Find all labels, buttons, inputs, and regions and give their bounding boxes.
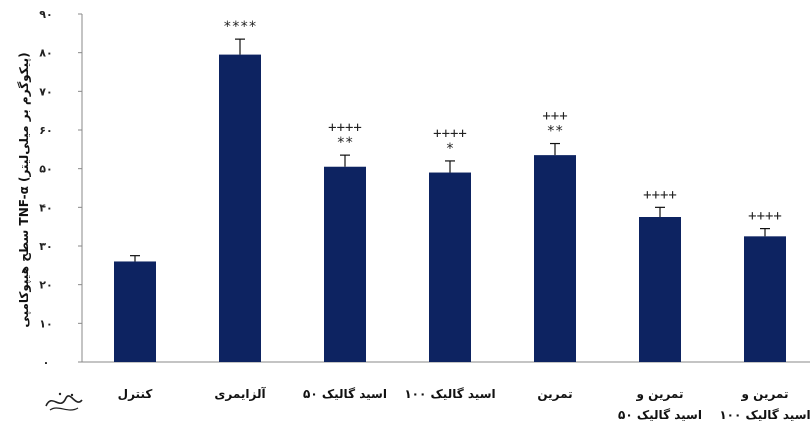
bar [744, 236, 786, 362]
y-tick-label: ۷۰ [39, 85, 52, 98]
category-label: آلزایمری [214, 386, 266, 401]
y-tick-label: ۸۰ [39, 47, 52, 60]
significance-label: **** [223, 19, 257, 35]
significance-label: ++++ [643, 187, 677, 203]
category-label: تمرین [537, 387, 572, 401]
category-labels: کنترل آلزایمری اسید گالیک ۵۰ اسید گالیک ۱۰۰… [118, 386, 810, 422]
bar [324, 166, 366, 362]
y-tick-label: ۱۰ [39, 317, 52, 330]
significance-label: ** [547, 124, 564, 140]
category-label: اسید گالیک ۱۰۰ [404, 387, 495, 401]
category-label: اسید گالیک ۱۰۰ [719, 408, 810, 422]
category-label: کنترل [118, 387, 153, 401]
y-tick-label: ۰ [43, 356, 50, 369]
error-bars [130, 38, 770, 262]
category-label: اسید گالیک ۵۰ [618, 408, 702, 422]
y-axis: ۰ ۱۰ ۲۰ ۳۰ ۴۰ ۵۰ ۶۰ ۷۰ ۸۰ ۹۰ [39, 8, 810, 369]
y-tick-label: ۶۰ [39, 124, 52, 137]
category-label: اسید گالیک ۵۰ [303, 387, 387, 401]
significance-label: +++ [542, 109, 567, 125]
significance-label: ++++ [328, 120, 362, 136]
bar [114, 261, 156, 362]
y-tick-label: ۲۰ [39, 279, 52, 292]
y-tick-label: ۴۰ [39, 201, 52, 214]
category-label: تمرین و [636, 387, 684, 402]
category-label: تمرین و [741, 387, 789, 402]
y-tick-label: ۹۰ [39, 8, 52, 21]
y-tick-label: ۳۰ [39, 240, 52, 253]
significance-label: ++++ [433, 126, 467, 142]
y-axis-label-group: سطح هیپوکامپی TNF-α (پیکوگرم بر میلی‌لیت… [17, 52, 32, 327]
significance-annotations: ****++++**++++*+++**++++++++ [223, 19, 782, 224]
bar [534, 155, 576, 362]
bar [429, 172, 471, 362]
journal-logo [45, 392, 83, 411]
significance-label: ** [337, 135, 354, 151]
bar [219, 54, 261, 362]
y-axis-label: سطح هیپوکامپی TNF-α (پیکوگرم بر میلی‌لیت… [17, 52, 32, 327]
bars [114, 54, 786, 362]
y-tick-label: ۵۰ [39, 163, 52, 176]
bar [639, 217, 681, 362]
significance-label: ++++ [748, 209, 782, 225]
significance-label: * [446, 141, 454, 157]
